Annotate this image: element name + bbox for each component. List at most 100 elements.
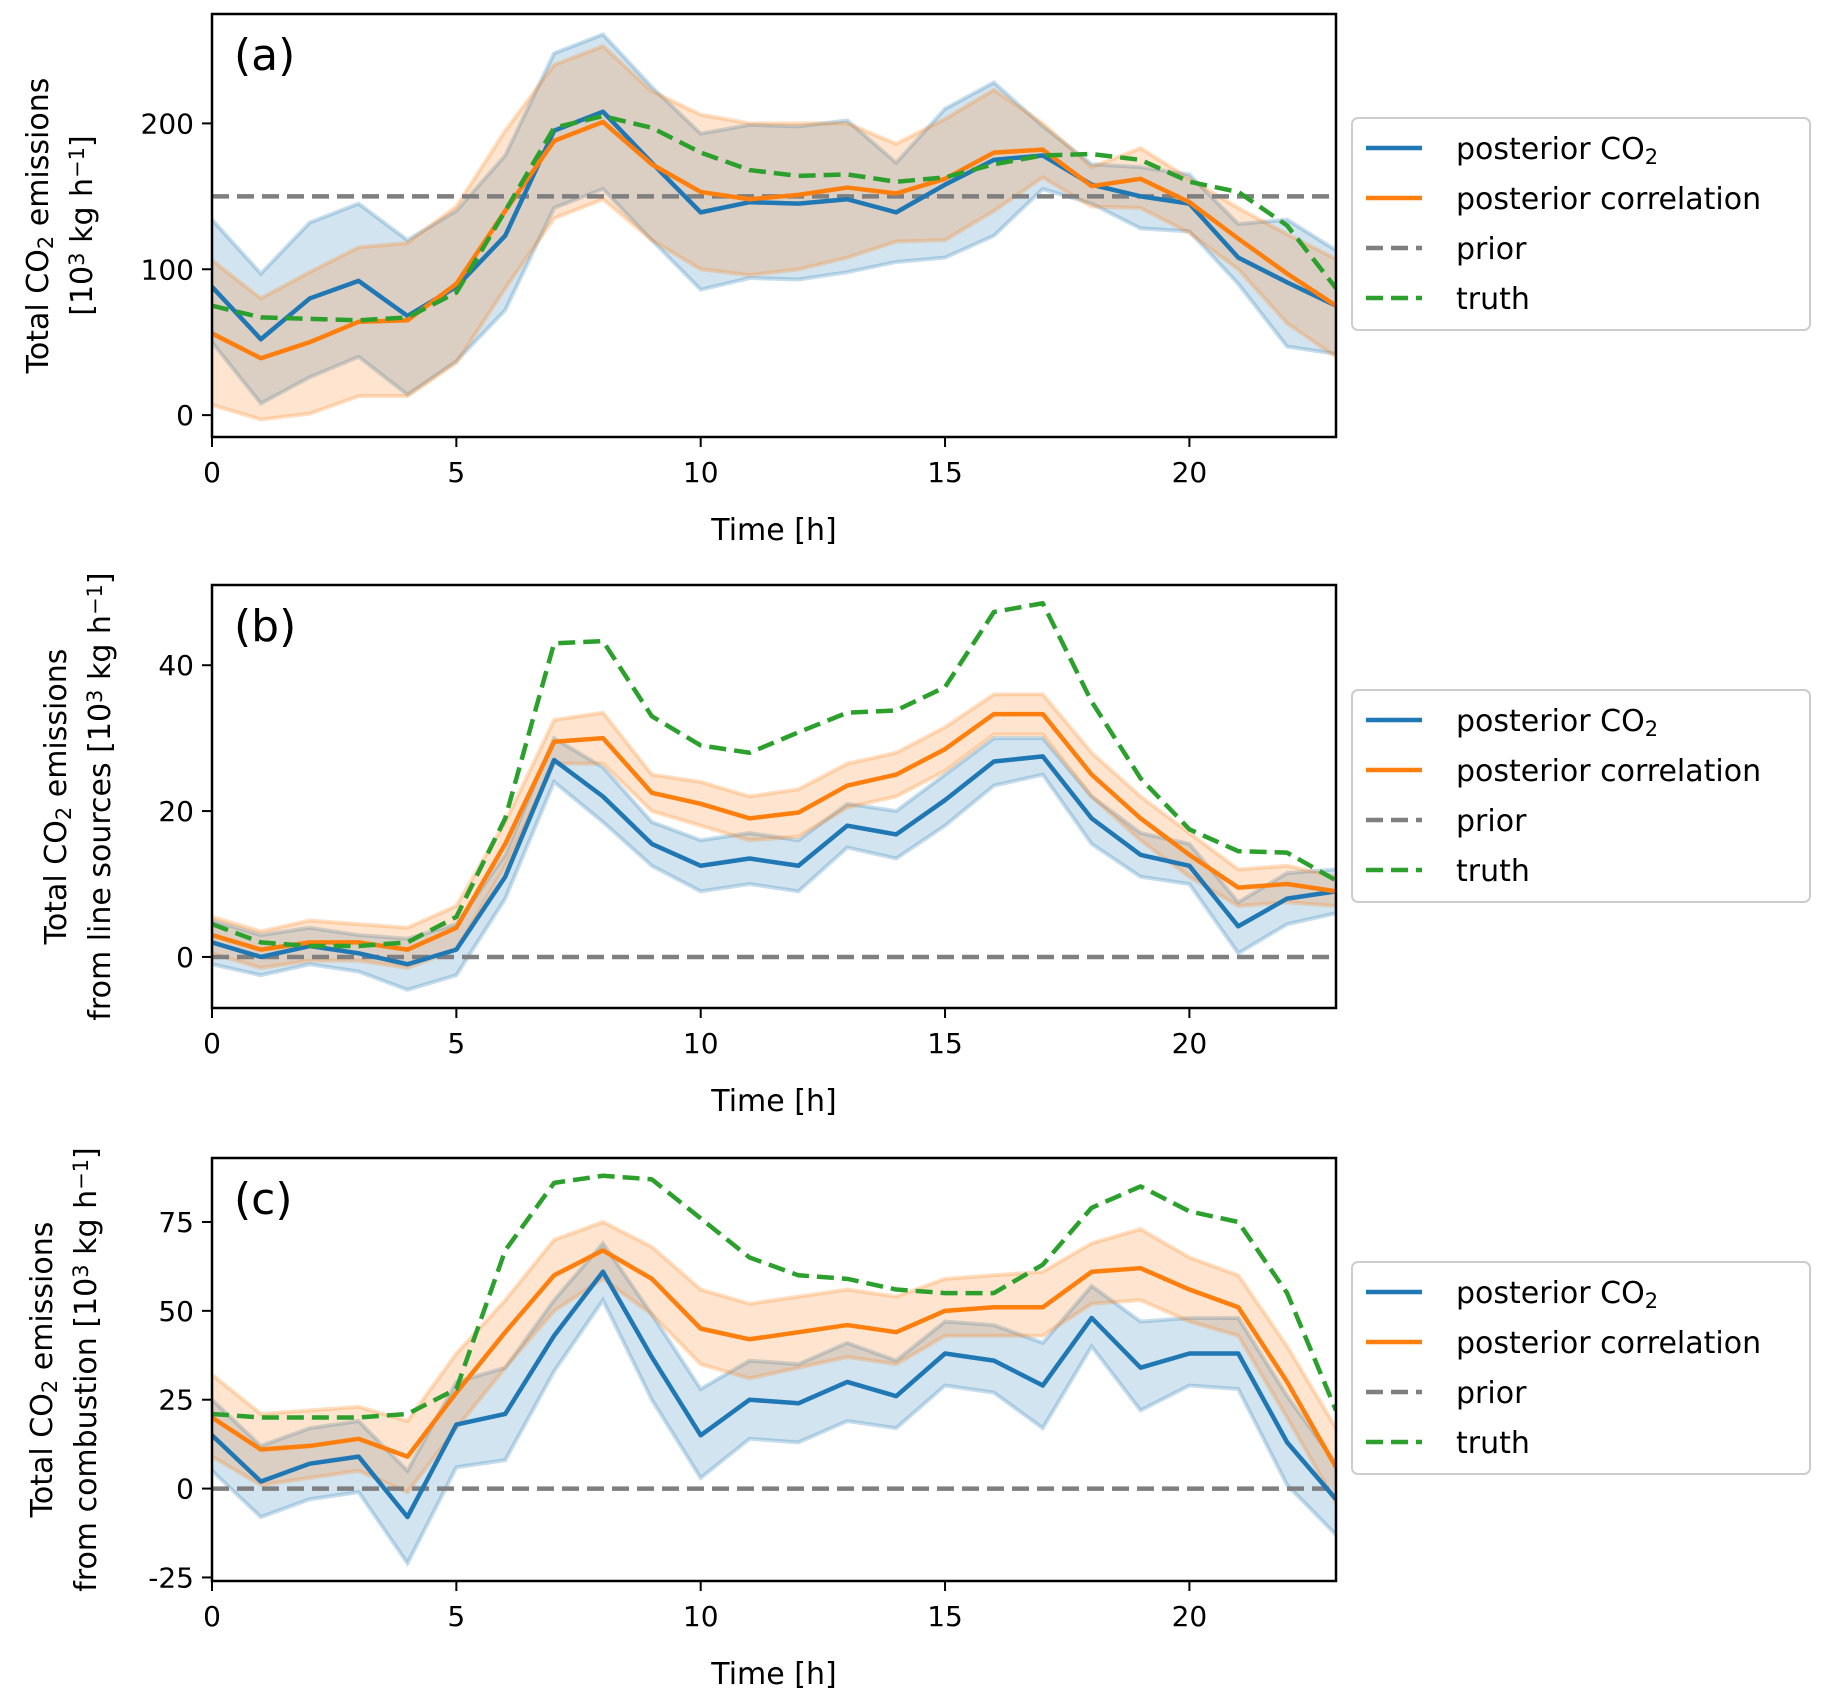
y-tick-label: 0 [176,399,194,432]
y-axis-label-line-1: Total CO2 emissions [21,78,58,375]
y-axis-label-part: 2 [52,807,76,820]
posterior_co2-band-upper [212,735,1336,941]
legend-label-main: posterior correlation [1456,1326,1761,1361]
posterior_correlation-band-upper [212,692,1336,934]
x-tick-label: 5 [447,1027,465,1060]
x-tick-label: 0 [203,1600,221,1633]
y-axis-label-part: from combustion [10 [69,1278,104,1592]
axes-frame [210,583,1338,1010]
legend-label-prior: prior [1456,232,1527,267]
legend: posterior CO2 posterior correlation prior t… [1351,689,1811,903]
y-axis-label-line-2: from line sources [103 kg h−1] [83,572,118,1020]
legend-label-posterior_co2: posterior CO2 [1456,132,1658,169]
legend-label-main: truth [1456,1426,1530,1461]
y-axis-label-part: 2 [34,236,58,249]
plot-area [212,600,1336,992]
legend-label-sub: 2 [1645,717,1658,741]
posterior_co2-band [212,34,1336,404]
y-axis-label-part: from line sources [10 [83,703,118,1021]
posterior_correlation-band-lower [212,174,1336,422]
legend-label-main: posterior CO [1456,132,1645,167]
y-axis-label-part: kg h [83,615,118,690]
axes-frame [210,12,1338,439]
x-tick-label: 20 [1172,1600,1208,1633]
posterior_co2-band-lower [212,1296,1336,1568]
legend-label-main: posterior CO [1456,704,1645,739]
y-tick-label: 0 [176,941,194,974]
x-axis-label: Time [h] [710,1084,836,1119]
y-axis-label-part: 3 [65,252,89,265]
x-axis-label: Time [h] [710,513,836,548]
x-tick-label: 5 [447,456,465,489]
posterior_co2-band-upper [212,32,1336,277]
posterior_co2-line [212,109,1336,342]
posterior_correlation-band-upper [212,43,1336,301]
y-tick-label: 100 [141,253,194,286]
legend-label-posterior_co2: posterior CO2 [1456,1276,1658,1313]
legend-label-posterior_co2: posterior CO2 [1456,704,1658,741]
x-tick-label: 0 [203,456,221,489]
y-axis-label-part: ] [69,1147,104,1159]
x-tick-label: 15 [927,1600,963,1633]
y-axis-label-line-2: [103 kg h−1] [65,135,100,315]
posterior_correlation-line [212,1248,1336,1469]
legend-label-main: prior [1456,1376,1527,1411]
legend-box [1351,689,1811,903]
panel-label: (a) [234,30,295,81]
y-axis-label-part: kg h [69,1190,104,1265]
x-tick-label: 0 [203,1027,221,1060]
legend-label-prior: prior [1456,804,1527,839]
legend-label-posterior_correlation: posterior correlation [1456,1326,1761,1361]
legend-label-sub: 2 [1645,1289,1658,1313]
y-axis-label-part: Total CO [25,1393,60,1518]
posterior_co2-line [212,1269,1336,1520]
posterior_correlation-line [212,119,1336,361]
y-axis-label-part: −1 [65,147,89,178]
posterior_correlation-band-lower [212,732,1336,970]
legend-label-truth: truth [1456,854,1530,889]
panel-label: (c) [234,1174,293,1225]
plot-area [212,32,1336,422]
y-axis-label-part: 3 [69,1264,93,1277]
legend-label-sub: 2 [1645,145,1658,169]
legend-label-prior: prior [1456,1376,1527,1411]
x-tick-label: 5 [447,1600,465,1633]
y-axis-label-part: emissions [39,649,74,807]
legend-label-truth: truth [1456,1426,1530,1461]
y-axis-label-part: emissions [21,78,56,236]
legend-label-main: truth [1456,854,1530,889]
panel-label: (b) [234,601,296,652]
y-axis-label-part: 3 [83,690,107,703]
legend-label-truth: truth [1456,282,1530,317]
legend-label-posterior_correlation: posterior correlation [1456,754,1761,789]
posterior_correlation-band [212,694,1336,968]
x-tick-label: 10 [683,1027,719,1060]
legend-label-main: posterior correlation [1456,182,1761,217]
y-tick-label: 20 [158,795,194,828]
y-axis-label-part: Total CO [39,820,74,945]
x-tick-label: 15 [927,456,963,489]
x-axis-label: Time [h] [710,1657,836,1692]
y-axis-label-part: ] [83,572,118,584]
legend-label-main: posterior CO [1456,1276,1645,1311]
y-tick-label: -25 [148,1561,194,1594]
legend-label-main: prior [1456,232,1527,267]
x-tick-label: 10 [683,456,719,489]
truth-line [212,600,1336,949]
x-tick-label: 20 [1172,456,1208,489]
posterior_co2-band-lower [212,186,1336,407]
x-tick-label: 10 [683,1600,719,1633]
plot-area [212,1173,1336,1568]
posterior_correlation-band [212,46,1336,420]
posterior_co2-band-upper [212,1240,1336,1475]
legend-label-posterior_correlation: posterior correlation [1456,182,1761,217]
posterior_correlation-band [212,1221,1336,1503]
legend-label-main: posterior correlation [1456,754,1761,789]
y-axis-label-part: [10 [65,266,100,316]
y-axis-label-line-1: Total CO2 emissions [25,1222,62,1519]
legend-label-main: prior [1456,804,1527,839]
x-tick-label: 20 [1172,1027,1208,1060]
